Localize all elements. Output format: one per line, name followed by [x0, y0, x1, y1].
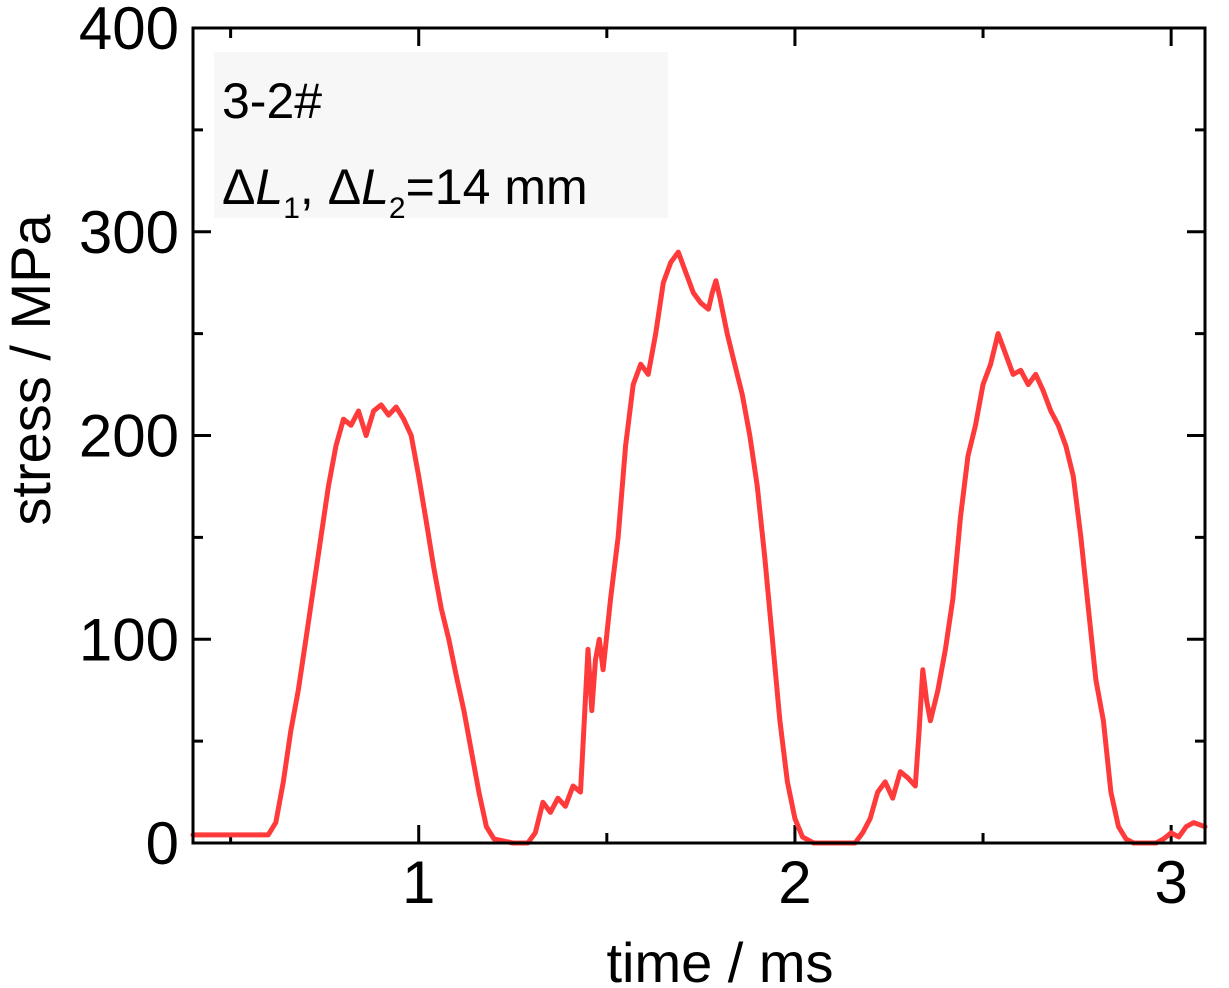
- x-tick-label: 2: [778, 849, 811, 916]
- x-axis-title: time / ms: [606, 931, 833, 988]
- variable-l-2: L: [361, 159, 389, 215]
- axes-layer: 0 100 200 300 400 1 2 3: [79, 0, 1205, 916]
- x-tick-label: 1: [402, 849, 435, 916]
- y-tick-label: 400: [79, 0, 179, 62]
- subscript-1: 1: [283, 192, 300, 225]
- subscript-2: 2: [389, 192, 406, 225]
- annotation-length-label: ΔL1, ΔL2=14 mm: [222, 159, 588, 225]
- y-tick-label: 100: [79, 606, 179, 673]
- delta-symbol-1: Δ: [222, 159, 255, 215]
- y-tick-label: 300: [79, 199, 179, 266]
- y-axis-title: stress / MPa: [0, 214, 62, 526]
- y-tick-label: 0: [146, 810, 179, 877]
- separator: ,: [300, 159, 328, 215]
- variable-l-1: L: [255, 159, 283, 215]
- annotation-sample-label: 3-2#: [222, 73, 322, 129]
- stress-series-line: [190, 249, 1208, 846]
- x-tick-label: 3: [1154, 849, 1187, 916]
- delta-symbol-2: Δ: [328, 159, 361, 215]
- annotation-background: [214, 52, 668, 218]
- plot-frame: [191, 26, 1207, 845]
- length-value: =14 mm: [406, 159, 588, 215]
- y-tick-label: 200: [79, 403, 179, 470]
- series-layer: [190, 249, 1208, 846]
